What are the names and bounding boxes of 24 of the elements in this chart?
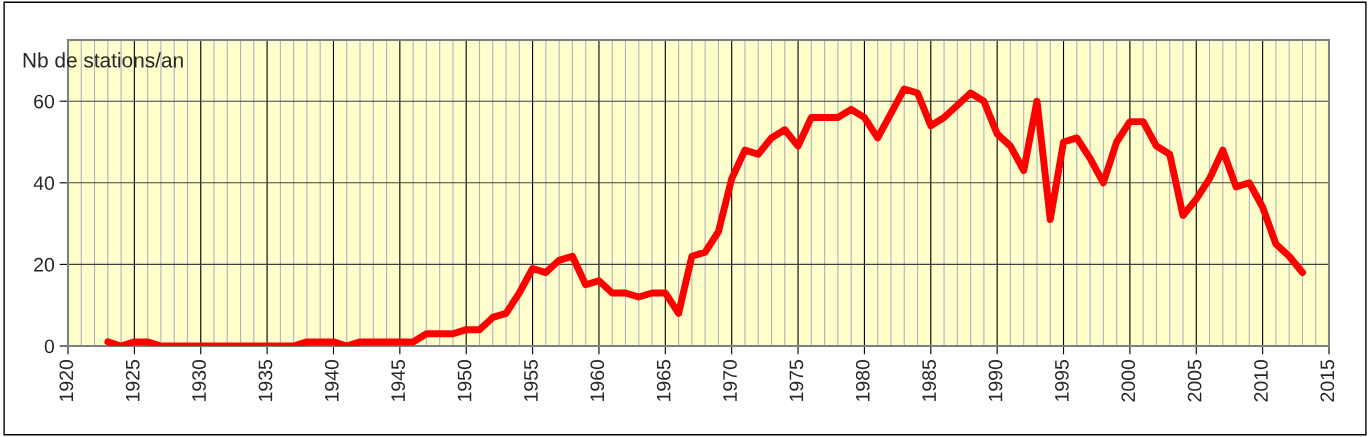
x-tick-label: 2000 [1121, 359, 1136, 402]
x-tick-label: 1995 [1054, 360, 1069, 401]
y-tick-label: 0 [44, 339, 55, 354]
y-tick-label: 40 [33, 176, 55, 191]
x-tick-label: 2005 [1187, 360, 1202, 402]
x-tick-label: 2015 [1320, 360, 1335, 402]
x-tick-label: 1970 [723, 359, 737, 401]
x-tick-label: 1975 [789, 360, 804, 401]
x-tick-label: 1960 [590, 359, 605, 401]
x-tick-label: 1955 [524, 360, 538, 401]
x-tick-label: 1930 [192, 359, 206, 401]
x-tick-label: 1990 [988, 359, 1003, 401]
x-tick-label: 1940 [324, 359, 339, 401]
x-tick-label: 1950 [457, 359, 472, 401]
y-tick-label: 60 [34, 94, 55, 109]
x-tick-label: 1945 [391, 360, 406, 401]
x-tick-label: 2010 [1254, 359, 1268, 402]
x-tick-label: 1980 [855, 359, 870, 401]
x-tick-label: 1965 [656, 360, 671, 401]
x-tick-label: 1920 [59, 359, 74, 401]
y-tick-label: 20 [34, 257, 55, 272]
x-tick-label: 1935 [258, 360, 273, 401]
x-tick-label: 1925 [125, 360, 140, 401]
x-tick-label: 1985 [922, 360, 937, 401]
